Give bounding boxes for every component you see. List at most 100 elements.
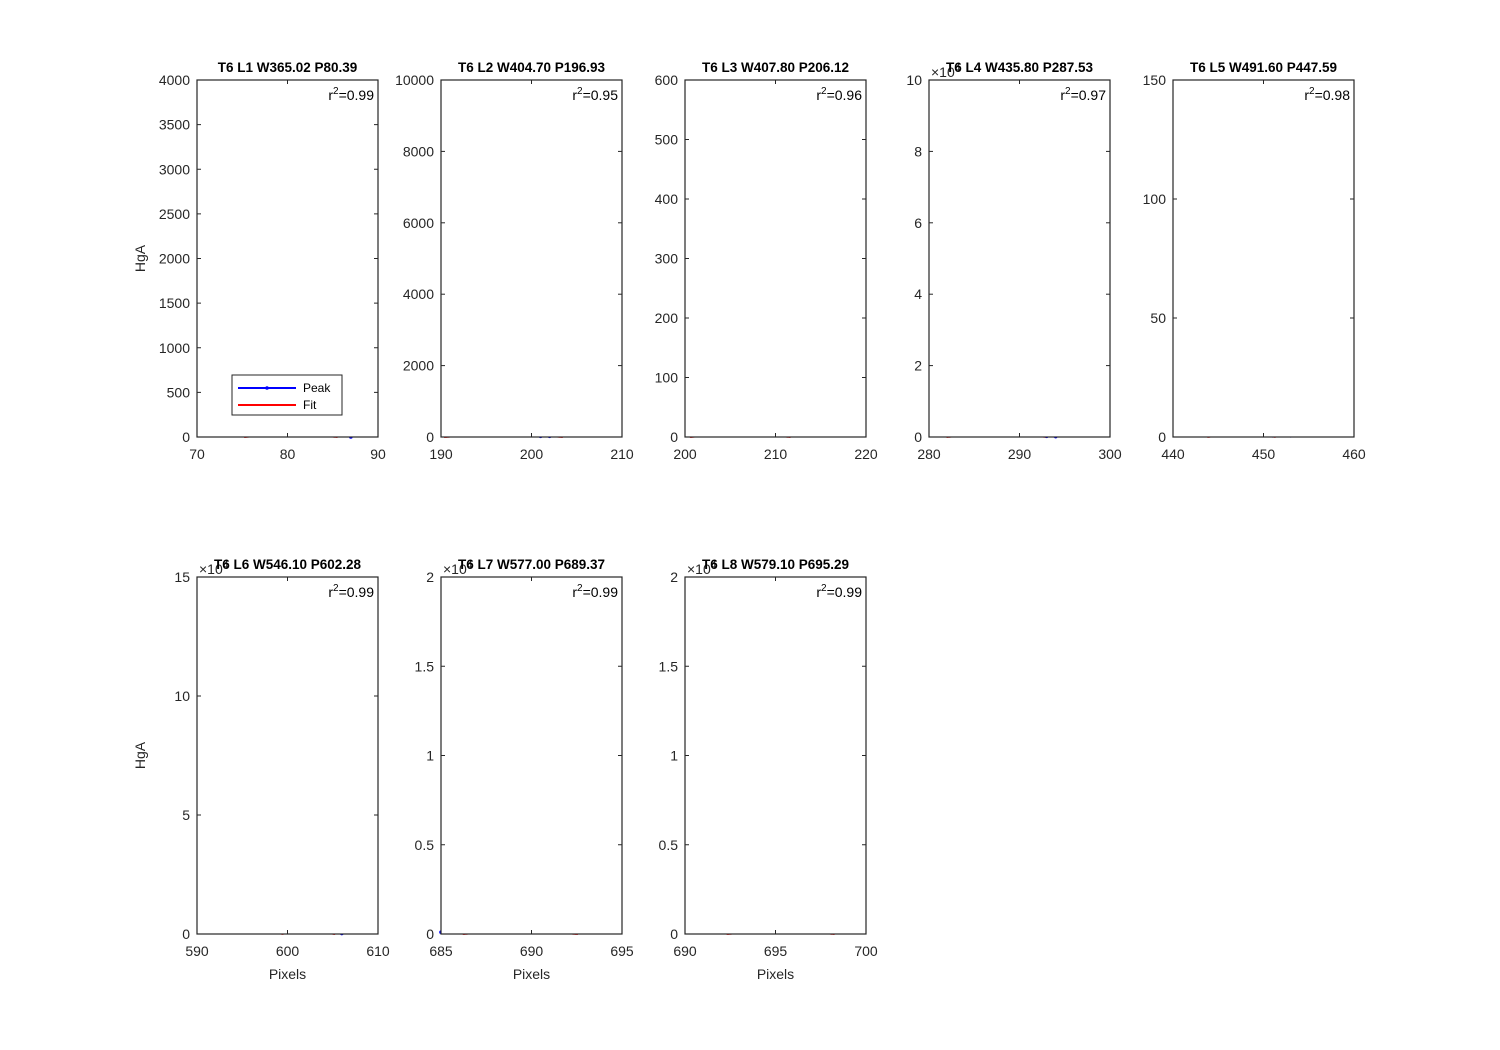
y-tick-label: 1 — [426, 748, 434, 764]
y-tick-label: 10 — [174, 688, 190, 704]
y-tick-label: 4000 — [159, 72, 190, 88]
panel-title: T6 L5 W491.60 P447.59 — [1190, 60, 1337, 75]
y-tick-label: 0 — [1158, 429, 1166, 445]
y-tick-label: 4000 — [403, 286, 434, 302]
r-squared-label: r2=0.98 — [1304, 86, 1350, 103]
x-tick-label: 460 — [1342, 446, 1366, 462]
y-tick-label: 8 — [914, 143, 922, 159]
y-tick-label: 0 — [426, 926, 434, 942]
r-squared-label: r2=0.99 — [328, 583, 374, 600]
y-tick-label: 50 — [1150, 310, 1166, 326]
y-tick-label: 4 — [914, 286, 922, 302]
y-tick-label: 2 — [426, 569, 434, 585]
y-tick-label: 1.5 — [659, 658, 679, 674]
y-axis-label: HgA — [132, 741, 148, 769]
y-tick-label: 1000 — [159, 340, 190, 356]
x-tick-label: 590 — [185, 943, 209, 959]
axes-frame — [684, 576, 867, 935]
panel-title: T6 L7 W577.00 P689.37 — [458, 557, 605, 572]
x-tick-label: 210 — [764, 446, 788, 462]
x-tick-label: 300 — [1098, 446, 1122, 462]
legend: Peak Fit — [231, 374, 343, 416]
r-squared-label: r2=0.95 — [572, 86, 618, 103]
axes-frame — [440, 576, 623, 935]
panel-title: T6 L6 W546.10 P602.28 — [214, 557, 362, 572]
x-tick-label: 685 — [429, 943, 453, 959]
chart-panel-2: 190 200 210 0 2000 4000 6000 8000 10000 T6 L2 W40… — [395, 60, 634, 462]
y-tick-label: 2 — [670, 569, 678, 585]
y-exponent-label: ×104 — [443, 560, 473, 577]
x-tick-label: 290 — [1008, 446, 1032, 462]
legend-entry-label: Peak — [303, 381, 331, 395]
y-tick-label: 1 — [670, 748, 678, 764]
y-tick-label: 1.5 — [415, 658, 435, 674]
panel-title: T6 L3 W407.80 P206.12 — [702, 60, 849, 75]
y-tick-label: 500 — [655, 132, 679, 148]
y-exponent-label: ×104 — [687, 560, 717, 577]
x-tick-label: 90 — [370, 446, 386, 462]
y-tick-label: 100 — [1143, 191, 1167, 207]
y-tick-label: 0 — [182, 429, 190, 445]
y-tick-label: 200 — [655, 310, 679, 326]
x-tick-label: 610 — [366, 943, 390, 959]
x-tick-label: 690 — [520, 943, 544, 959]
y-tick-label: 300 — [655, 251, 679, 267]
legend-entry-label: Fit — [303, 398, 317, 412]
r-squared-label: r2=0.99 — [816, 583, 862, 600]
panel-title: T6 L1 W365.02 P80.39 — [218, 60, 358, 75]
x-tick-label: 700 — [854, 943, 878, 959]
r-squared-label: r2=0.99 — [328, 86, 374, 103]
y-tick-label: 6000 — [403, 215, 434, 231]
y-tick-label: 400 — [655, 191, 679, 207]
x-tick-label: 80 — [280, 446, 296, 462]
y-tick-label: 0 — [182, 926, 190, 942]
x-tick-label: 200 — [520, 446, 544, 462]
y-exponent-label: ×104 — [199, 560, 229, 577]
y-tick-label: 0 — [670, 926, 678, 942]
y-tick-label: 0 — [426, 429, 434, 445]
x-tick-label: 70 — [189, 446, 205, 462]
y-tick-label: 5 — [182, 807, 190, 823]
y-tick-label: 10 — [906, 72, 922, 88]
x-axis-label: Pixels — [757, 966, 794, 982]
axes-frame — [1172, 79, 1355, 438]
axes-frame — [928, 79, 1111, 438]
y-tick-label: 2 — [914, 358, 922, 374]
x-tick-label: 280 — [917, 446, 941, 462]
y-tick-label: 600 — [655, 72, 679, 88]
x-axis-label: Pixels — [513, 966, 550, 982]
r-squared-label: r2=0.96 — [816, 86, 862, 103]
y-tick-label: 3000 — [159, 161, 190, 177]
y-tick-label: 150 — [1143, 72, 1167, 88]
x-tick-label: 695 — [610, 943, 634, 959]
x-tick-label: 450 — [1252, 446, 1276, 462]
y-tick-label: 2000 — [159, 251, 190, 267]
legend-peak-marker — [265, 386, 269, 390]
panel-title: T6 L8 W579.10 P695.29 — [702, 557, 849, 572]
chart-panel-1: 70 80 90 0 500 1000 1500 2000 2500 3000 3500 4000 T6… — [132, 60, 386, 462]
x-tick-label: 600 — [276, 943, 300, 959]
y-axis-label: HgA — [132, 244, 148, 272]
x-tick-label: 690 — [673, 943, 697, 959]
y-tick-label: 10000 — [395, 72, 434, 88]
y-tick-label: 8000 — [403, 143, 434, 159]
y-tick-label: 1500 — [159, 295, 190, 311]
axes-frame — [684, 79, 867, 438]
panel-title: T6 L4 W435.80 P287.53 — [946, 60, 1094, 75]
x-tick-label: 200 — [673, 446, 697, 462]
x-tick-label: 190 — [429, 446, 453, 462]
x-tick-label: 210 — [610, 446, 634, 462]
r-squared-label: r2=0.99 — [572, 583, 618, 600]
y-tick-label: 3500 — [159, 117, 190, 133]
x-tick-label: 220 — [854, 446, 878, 462]
x-tick-label: 695 — [764, 943, 788, 959]
y-tick-label: 0.5 — [415, 837, 435, 853]
y-tick-label: 500 — [167, 384, 191, 400]
y-tick-label: 15 — [174, 569, 190, 585]
y-tick-label: 0.5 — [659, 837, 679, 853]
